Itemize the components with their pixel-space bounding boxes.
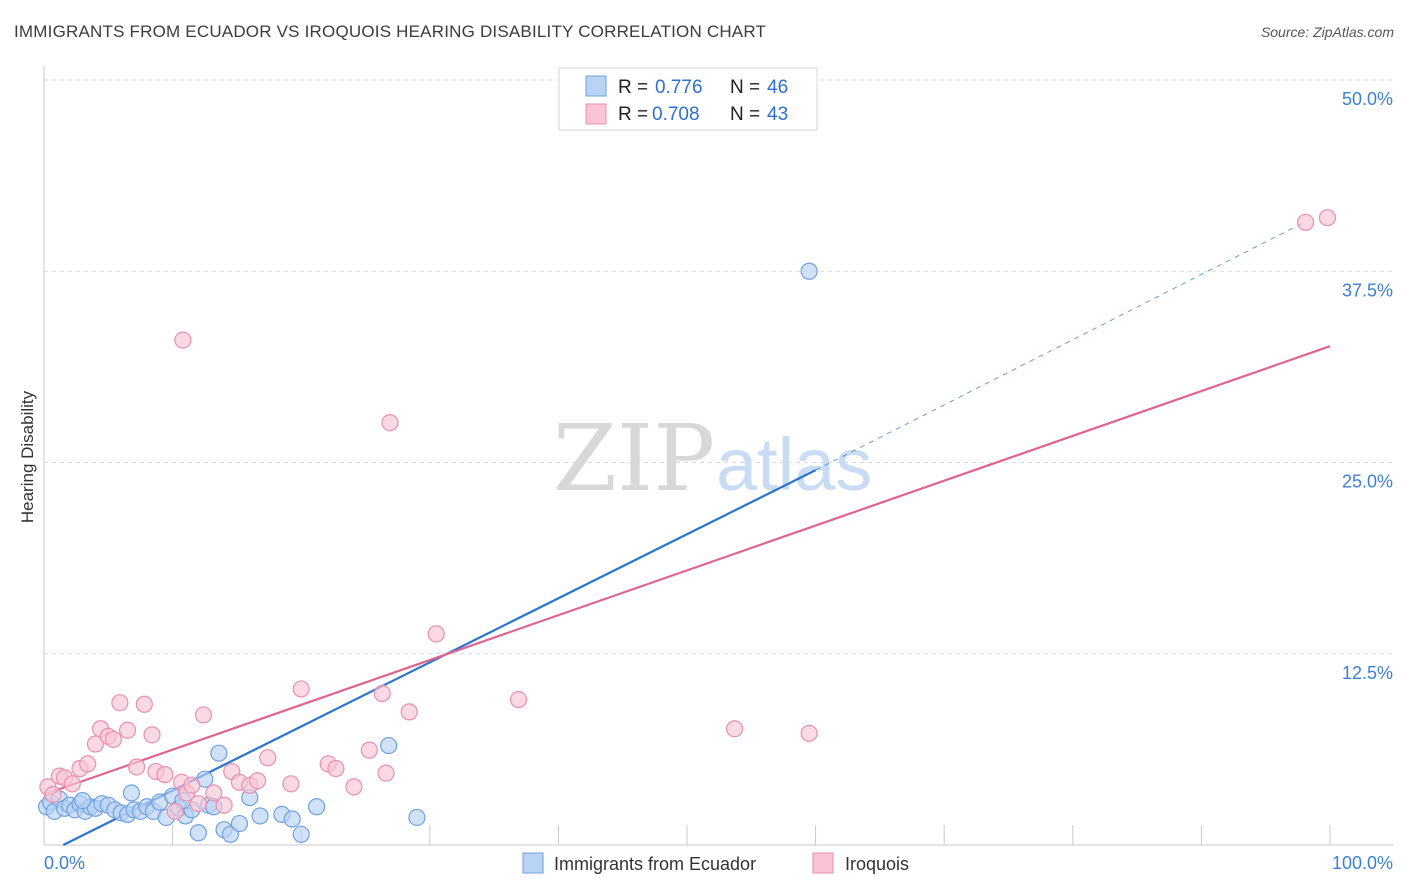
legend-box: R = 0.776 N = 46 R = 0.708 N = 43 <box>558 67 818 131</box>
legend-swatch-iroquois <box>585 103 607 125</box>
point-ecuador <box>73 792 92 810</box>
point-iroquois <box>79 755 97 773</box>
point-iroquois <box>248 772 267 790</box>
bottom-legend-label-ecuador: Immigrants from Ecuador <box>554 854 756 874</box>
trend-lines <box>43 221 1331 846</box>
y-tick-label: 37.5% <box>1342 280 1393 300</box>
point-iroquois <box>1296 213 1315 231</box>
point-ecuador <box>283 810 301 828</box>
legend-n-value: 46 <box>767 77 788 98</box>
point-iroquois <box>104 730 123 749</box>
point-iroquois <box>800 724 818 742</box>
y-tick-label: 25.0% <box>1342 472 1393 492</box>
data-points <box>37 209 1337 843</box>
point-iroquois <box>292 680 310 698</box>
legend-n-label: N = <box>730 77 760 98</box>
point-iroquois <box>194 706 213 724</box>
chart-title: IMMIGRANTS FROM ECUADOR VS IROQUOIS HEAR… <box>14 22 767 41</box>
point-ecuador <box>380 736 398 755</box>
legend-n-label: N = <box>730 104 760 125</box>
point-iroquois <box>400 703 418 721</box>
point-ecuador <box>251 807 269 825</box>
point-iroquois <box>44 785 62 804</box>
bottom-legend: Immigrants from Ecuador Iroquois <box>522 852 909 874</box>
point-iroquois <box>118 721 137 739</box>
bottom-legend-swatch-iroquois <box>812 852 834 874</box>
point-iroquois <box>381 414 399 432</box>
point-iroquois <box>174 331 192 349</box>
trend-line-ecuador-extension <box>815 221 1305 471</box>
axes <box>43 66 1394 846</box>
point-iroquois <box>509 691 528 709</box>
point-iroquois <box>111 694 129 712</box>
point-iroquois <box>166 802 184 820</box>
point-iroquois <box>127 758 146 776</box>
x-tick-label: 0.0% <box>44 853 85 873</box>
watermark: ZIP atlas <box>553 405 872 512</box>
legend-r-label: R = <box>618 104 648 125</box>
y-axis-title: Hearing Disability <box>18 390 37 523</box>
grid <box>44 79 1394 655</box>
point-iroquois <box>183 776 201 794</box>
point-iroquois <box>135 695 153 713</box>
point-ecuador <box>408 808 426 827</box>
point-iroquois <box>63 775 81 793</box>
point-iroquois <box>427 625 445 643</box>
point-iroquois <box>282 775 300 793</box>
point-iroquois <box>1318 209 1337 227</box>
point-iroquois <box>360 741 378 759</box>
legend-r-value: 0.776 <box>655 77 703 98</box>
legend-r-label: R = <box>618 77 648 98</box>
point-iroquois <box>86 735 105 753</box>
point-iroquois <box>345 778 363 796</box>
point-ecuador <box>308 798 326 816</box>
point-iroquois <box>189 795 207 813</box>
point-ecuador <box>292 825 310 843</box>
point-ecuador <box>210 744 228 762</box>
point-iroquois <box>215 796 233 814</box>
watermark-zip: ZIP <box>553 405 715 512</box>
point-iroquois <box>143 726 161 744</box>
source-label: Source: ZipAtlas.com <box>1260 24 1394 40</box>
y-tick-label: 50.0% <box>1342 89 1393 109</box>
point-iroquois <box>156 766 174 784</box>
watermark-atlas: atlas <box>716 423 872 506</box>
tick-labels: 12.5% 25.0% 37.5% 50.0% 0.0% 100.0% <box>44 89 1393 873</box>
y-tick-label: 12.5% <box>1342 663 1393 683</box>
point-iroquois <box>373 684 391 703</box>
legend-n-value: 43 <box>767 104 788 125</box>
legend-swatch-ecuador <box>585 75 607 97</box>
point-iroquois <box>259 749 277 767</box>
point-iroquois <box>725 720 744 738</box>
point-ecuador <box>122 784 141 802</box>
trend-line-iroquois <box>43 345 1331 796</box>
point-iroquois <box>327 759 345 778</box>
point-iroquois <box>205 784 223 802</box>
bottom-legend-swatch-ecuador <box>522 852 544 874</box>
point-ecuador <box>189 824 207 842</box>
legend-r-value: 0.708 <box>652 104 700 125</box>
x-tick-label: 100.0% <box>1332 853 1393 873</box>
point-ecuador <box>800 262 818 280</box>
bottom-legend-label-iroquois: Iroquois <box>845 854 909 874</box>
point-ecuador <box>230 814 249 833</box>
point-iroquois <box>377 764 395 782</box>
